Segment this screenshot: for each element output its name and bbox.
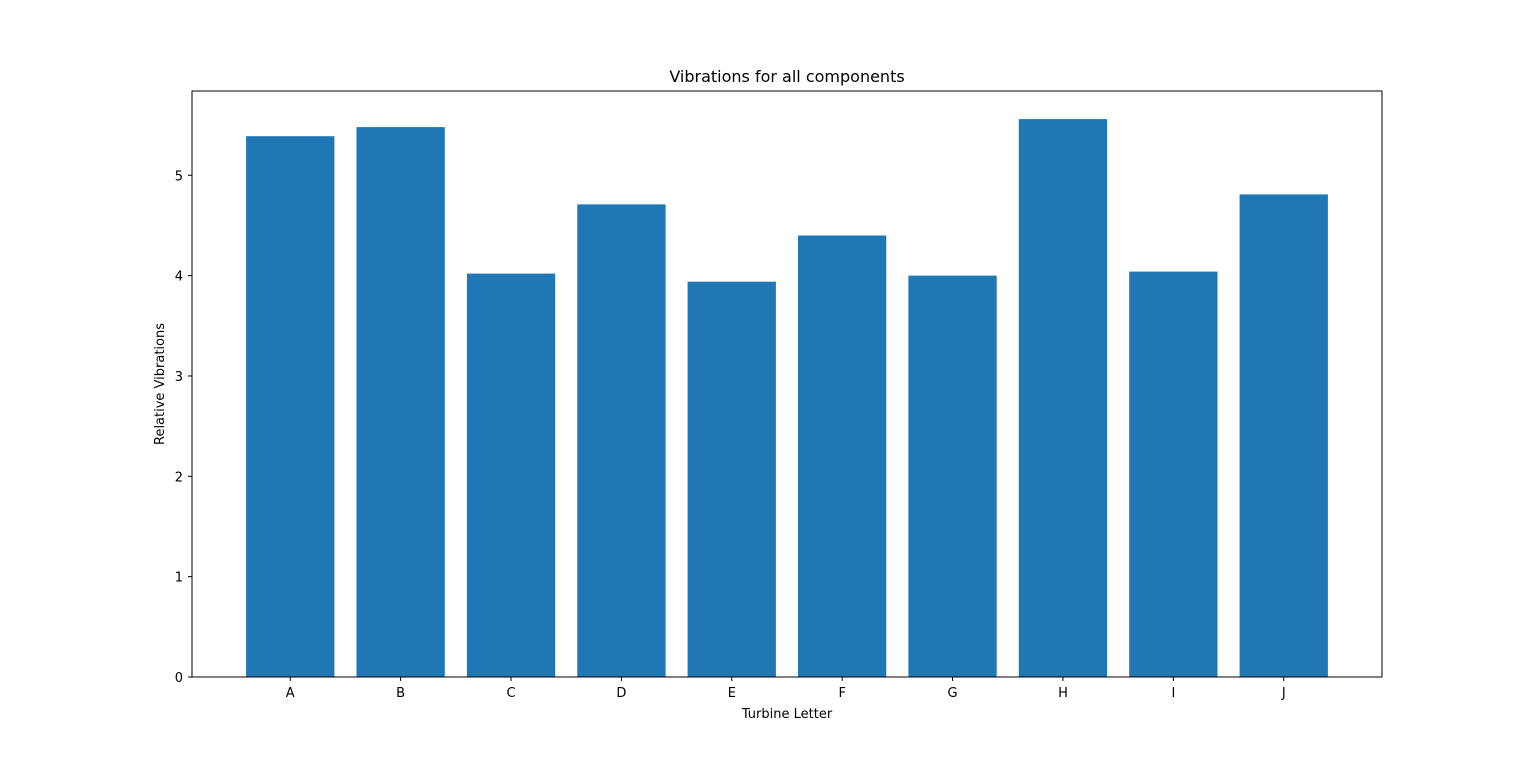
y-tick-label: 1 <box>175 571 183 586</box>
bar-g <box>908 275 997 677</box>
x-tick-label: H <box>1058 686 1068 701</box>
x-axis-ticks: A B C D E F G H I J <box>286 677 1286 701</box>
y-tick-label: 0 <box>175 671 183 686</box>
y-tick-label: 2 <box>175 470 183 485</box>
bars-group <box>246 119 1328 678</box>
x-axis-label: Turbine Letter <box>741 707 833 722</box>
bar-i <box>1129 271 1218 677</box>
x-tick-label: A <box>286 686 295 701</box>
y-tick-label: 4 <box>175 270 183 285</box>
y-tick-label: 5 <box>175 169 183 184</box>
x-tick-label: F <box>838 686 845 701</box>
bar-a <box>246 136 335 677</box>
chart-title: Vibrations for all components <box>669 67 904 86</box>
y-axis-ticks: 0 1 2 3 4 5 <box>175 169 192 686</box>
bar-e <box>687 281 776 677</box>
x-tick-label: G <box>948 686 958 701</box>
y-axis-label: Relative Vibrations <box>153 323 168 445</box>
x-tick-label: C <box>506 686 515 701</box>
x-tick-label: B <box>396 686 405 701</box>
bar-f <box>798 235 887 677</box>
bar-j <box>1239 194 1328 677</box>
bar-d <box>577 204 666 677</box>
x-tick-label: D <box>616 686 626 701</box>
bar-h <box>1018 119 1108 678</box>
x-tick-label: E <box>728 686 736 701</box>
bar-c <box>466 273 556 677</box>
x-tick-label: J <box>1281 686 1286 701</box>
bar-b <box>356 127 445 678</box>
plot-area-frame <box>191 90 1383 678</box>
y-tick-label: 3 <box>175 370 183 385</box>
x-tick-label: I <box>1171 686 1175 701</box>
